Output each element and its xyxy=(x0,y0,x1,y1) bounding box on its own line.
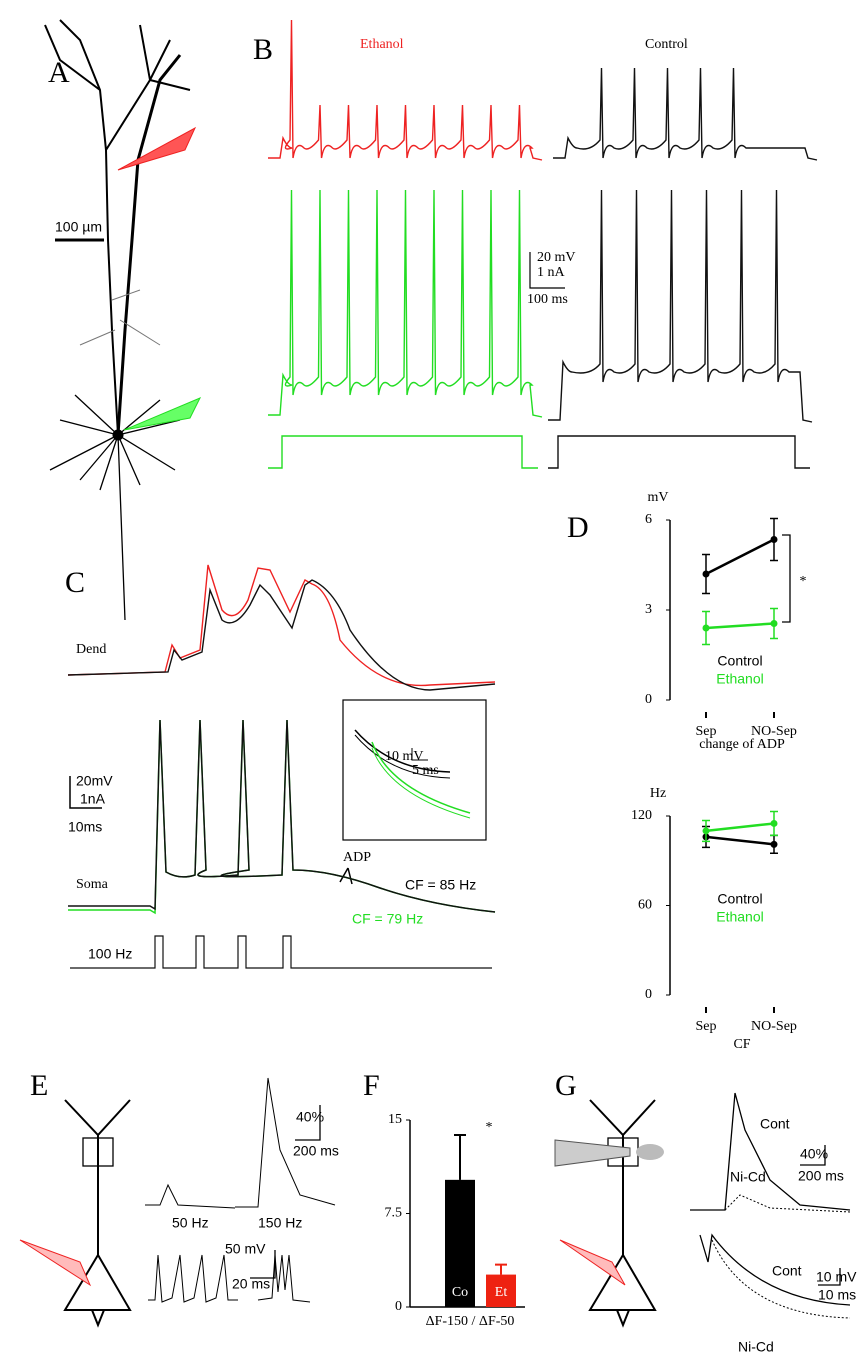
scale-label: 40% xyxy=(296,1109,324,1125)
trace xyxy=(67,564,496,687)
series-line xyxy=(705,835,775,846)
x-tick-label: NO-Sep xyxy=(751,724,797,739)
scale-label: 20 ms xyxy=(232,1276,270,1292)
x-tick-label: NO-Sep xyxy=(751,1019,797,1034)
panel-label: B xyxy=(253,33,273,66)
condition: Control xyxy=(645,37,688,52)
annotation: ADP xyxy=(343,850,371,865)
legend-entry: Ethanol xyxy=(716,909,763,925)
trace-label: Ni-Cd xyxy=(738,1339,774,1355)
series-line xyxy=(705,822,775,833)
point xyxy=(702,570,710,578)
scale-label: 100 µm xyxy=(55,219,102,235)
step xyxy=(548,435,810,469)
trace xyxy=(67,579,496,691)
freq-label: 50 Hz xyxy=(172,1215,209,1231)
texts: A B C D E F G 100 µm Ethanol Control 20 … xyxy=(30,33,857,1355)
y-tick-label: 0 xyxy=(645,987,652,1002)
bar xyxy=(486,1274,516,1307)
trace xyxy=(553,67,818,161)
annotation: * xyxy=(486,1120,493,1135)
error-bar xyxy=(454,1133,466,1180)
legend-entry: Ethanol xyxy=(716,671,763,687)
chart-title: change of ADP xyxy=(699,737,785,752)
scale-label: 20mV xyxy=(76,773,113,789)
panel-label: G xyxy=(555,1069,577,1102)
panel-label: A xyxy=(48,56,70,89)
freq-label: 150 Hz xyxy=(258,1215,302,1231)
annotation: CF = 79 Hz xyxy=(352,911,423,927)
scale-label: 100 ms xyxy=(527,292,568,307)
y-tick-label: 60 xyxy=(638,898,652,913)
y-tick-label: 3 xyxy=(645,602,652,617)
scale-label: 20 mV xyxy=(537,250,576,265)
trace-label: Cont xyxy=(760,1116,790,1132)
bar xyxy=(445,1179,475,1307)
schematics xyxy=(19,19,851,1328)
point xyxy=(702,624,710,632)
y-tick-label: 6 xyxy=(645,512,652,527)
scale-label: 200 ms xyxy=(798,1168,844,1184)
annotation: * xyxy=(800,574,807,589)
y-axis-label: mV xyxy=(648,490,669,505)
scale-label: 10 mV xyxy=(385,749,424,764)
bracket xyxy=(782,534,791,623)
point xyxy=(770,819,778,827)
point xyxy=(770,536,778,543)
trace xyxy=(68,719,496,913)
y-tick-label: 15 xyxy=(388,1112,402,1127)
traces xyxy=(67,19,818,969)
step xyxy=(268,435,538,469)
legend-entry: Control xyxy=(717,653,762,669)
category-label: Et xyxy=(495,1285,508,1300)
x-tick-label: Sep xyxy=(696,724,717,739)
legend-entry: Control xyxy=(717,891,762,907)
trace-label: Ni-Cd xyxy=(730,1169,766,1185)
panel-label: D xyxy=(567,511,589,544)
y-tick-label: 7.5 xyxy=(385,1206,403,1221)
scale-label: 10 mV xyxy=(816,1269,857,1285)
trace xyxy=(268,189,543,418)
trace-label: Soma xyxy=(76,877,109,892)
annotation: 100 Hz xyxy=(88,946,132,962)
scale-label: 1nA xyxy=(80,791,106,807)
y-axis-label: Hz xyxy=(650,786,666,801)
annotation: CF = 85 Hz xyxy=(405,877,476,893)
stim xyxy=(70,935,492,969)
condition: Ethanol xyxy=(360,37,404,52)
x-axis-label: ΔF-150 / ΔF-50 xyxy=(426,1314,515,1329)
category-label: Co xyxy=(452,1285,468,1300)
x-tick-label: Sep xyxy=(696,1019,717,1034)
trace-label: Cont xyxy=(772,1263,802,1279)
point xyxy=(770,840,778,848)
scale-label: 5 ms xyxy=(412,763,439,778)
scale-label: 200 ms xyxy=(293,1143,339,1159)
point xyxy=(702,827,710,835)
panel-label: F xyxy=(363,1069,380,1102)
scale-label: 10ms xyxy=(68,819,102,835)
panel-label: C xyxy=(65,566,85,599)
scale-label: 50 mV xyxy=(225,1241,266,1257)
series-line xyxy=(705,622,775,630)
y-tick-label: 0 xyxy=(645,692,652,707)
chart-title: CF xyxy=(733,1037,750,1052)
scale-label: 40% xyxy=(800,1146,828,1162)
error-bar xyxy=(495,1263,507,1275)
panel-label: E xyxy=(30,1069,48,1102)
y-tick-label: 0 xyxy=(395,1299,402,1314)
trace-label: Dend xyxy=(76,642,106,657)
trace xyxy=(548,189,813,423)
scale-label: 10 ms xyxy=(818,1287,856,1303)
series-line xyxy=(705,538,775,576)
point xyxy=(770,620,778,627)
y-tick-label: 120 xyxy=(631,808,652,823)
scale-label: 1 nA xyxy=(537,265,566,280)
trace xyxy=(268,19,543,161)
